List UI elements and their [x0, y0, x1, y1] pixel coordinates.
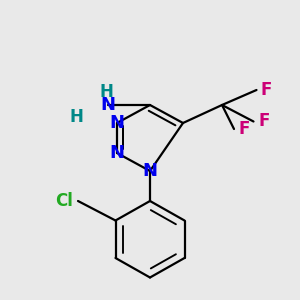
Text: F: F — [238, 120, 250, 138]
Text: N: N — [100, 96, 116, 114]
Text: F: F — [261, 81, 272, 99]
Text: N: N — [110, 114, 124, 132]
Text: N: N — [142, 162, 158, 180]
Text: F: F — [258, 112, 269, 130]
Text: H: H — [100, 83, 113, 101]
Text: N: N — [110, 144, 124, 162]
Text: H: H — [70, 108, 83, 126]
Text: Cl: Cl — [56, 192, 74, 210]
